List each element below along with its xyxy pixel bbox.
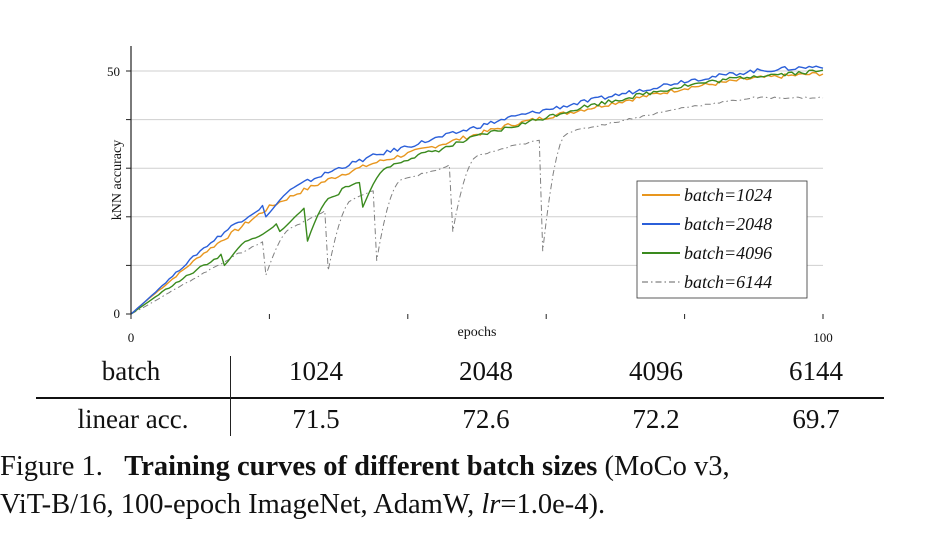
table-rule	[36, 397, 884, 399]
table-cell: 71.5	[292, 404, 340, 434]
table-cell: 69.7	[792, 404, 840, 434]
legend: batch=1024 batch=2048 batch=4096 batch=6144	[636, 180, 808, 299]
legend-entry-batch-2048: batch=2048	[684, 214, 772, 234]
legend-box	[636, 180, 808, 299]
series-line-batch-4096	[130, 69, 824, 315]
table-row-header: linear acc.	[77, 404, 189, 434]
table-row-batch: batch 1024 2048 4096 6144	[36, 352, 884, 392]
results-table: batch 1024 2048 4096 6144 linear acc. 71…	[36, 352, 884, 440]
caption-lr-symbol: lr	[481, 489, 501, 520]
table-cell: 6144	[789, 356, 843, 386]
table-cell: 72.6	[462, 404, 510, 434]
caption-label: Figure 1.	[0, 451, 103, 482]
table-cell: 2048	[459, 356, 513, 386]
table-cell: 4096	[629, 356, 683, 386]
y-axis-label: kNN accuracy	[110, 140, 125, 220]
legend-entry-batch-4096: batch=4096	[684, 243, 772, 263]
y-tick-label-50: 50	[107, 64, 120, 79]
legend-entry-batch-1024: batch=1024	[684, 185, 772, 205]
table-vertical-divider	[230, 356, 231, 436]
caption-bold: Training curves of different batch sizes	[124, 451, 598, 482]
caption-line-1: Figure 1. Training curves of different b…	[0, 448, 930, 486]
series-line-batch-1024	[130, 71, 824, 315]
y-tick-label-0: 0	[114, 306, 121, 321]
axis-ticks	[126, 70, 824, 319]
caption-lr-value: =1.0e-4).	[500, 489, 606, 520]
caption-text-2: ViT-B/16, 100-epoch ImageNet, AdamW,	[0, 489, 475, 520]
table-row-header: batch	[101, 356, 161, 386]
series-layer	[130, 65, 824, 315]
figure-caption: Figure 1. Training curves of different b…	[0, 448, 930, 524]
legend-entry-batch-6144: batch=6144	[684, 272, 772, 292]
x-tick-label-100: 100	[813, 330, 833, 345]
caption-line-2: ViT-B/16, 100-epoch ImageNet, AdamW, lr=…	[0, 486, 930, 524]
x-axis-label: epochs	[458, 325, 497, 340]
table-cell: 72.2	[632, 404, 680, 434]
x-tick-label-0: 0	[128, 330, 135, 345]
caption-text-1: (MoCo v3,	[604, 451, 730, 482]
table-cell: 1024	[289, 356, 343, 386]
series-line-batch-2048	[130, 65, 824, 315]
table-row-linear-acc: linear acc. 71.5 72.6 72.2 69.7	[36, 400, 884, 440]
series-line-batch-6144	[130, 96, 824, 315]
